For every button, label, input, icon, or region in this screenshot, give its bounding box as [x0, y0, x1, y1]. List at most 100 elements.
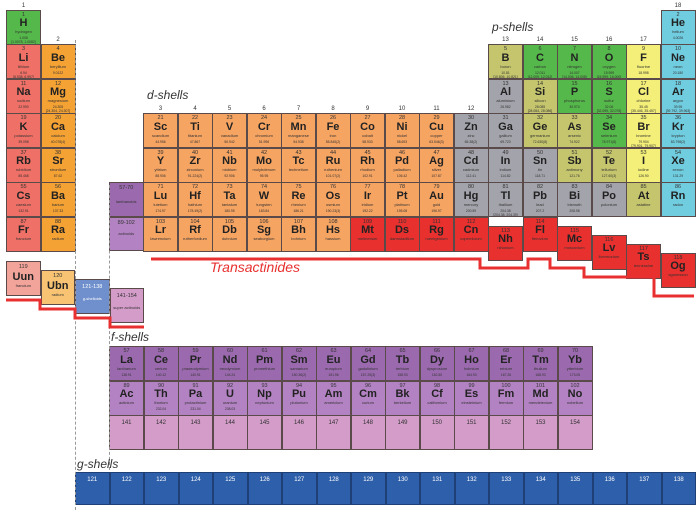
- element-cell[interactable]: 25 Mn manganese 54.938: [281, 113, 316, 148]
- g-shell-cell[interactable]: 135: [558, 472, 593, 505]
- element-cell[interactable]: 31 Ga gallium 69.723: [488, 113, 523, 148]
- element-cell[interactable]: 66 Dy dysprosium 162.50: [419, 346, 455, 381]
- element-cell[interactable]: 49 In indium 114.82: [488, 147, 523, 183]
- super-actinide-cell[interactable]: 148: [350, 415, 386, 450]
- element-cell[interactable]: 67 Ho holmium 164.93: [454, 346, 489, 381]
- g-shell-cell[interactable]: 136: [592, 472, 627, 505]
- element-cell[interactable]: 102 No nobelium: [557, 380, 593, 416]
- element-cell[interactable]: 94 Pu plutonium: [281, 380, 317, 416]
- element-cell[interactable]: 60 Nd neodymium 144.24: [212, 346, 248, 381]
- element-cell[interactable]: 79 Au gold 196.97: [419, 182, 454, 217]
- element-cell[interactable]: 33 As arsenic 74.922: [557, 113, 592, 148]
- g-shell-cell[interactable]: 122: [109, 472, 144, 505]
- element-cell[interactable]: 104 Rf rutherfordium: [177, 216, 213, 252]
- element-cell[interactable]: 109 Mt meitnerium: [350, 216, 385, 252]
- element-cell[interactable]: 75 Re rhenium 186.21: [281, 182, 316, 217]
- element-cell[interactable]: 56 Ba barium 137.33: [40, 182, 76, 217]
- super-actinide-cell[interactable]: 154: [557, 415, 593, 450]
- element-cell[interactable]: 22 Ti titanium 47.867: [177, 113, 213, 148]
- super-actinide-cell[interactable]: 144: [212, 415, 248, 450]
- element-cell[interactable]: 52 Te tellurium 127.60(3): [591, 147, 627, 183]
- g-shell-cell[interactable]: 137: [627, 472, 662, 505]
- super-actinide-cell[interactable]: 150: [419, 415, 455, 450]
- g-shell-cell[interactable]: 128: [316, 472, 351, 505]
- lanthanoids-placeholder[interactable]: 57-70 lanthanoids: [109, 182, 144, 217]
- element-cell[interactable]: 90 Th thorium 232.04: [143, 380, 179, 416]
- element-cell[interactable]: 41 Nb niobium 92.906: [212, 147, 247, 183]
- g-shell-cell[interactable]: 124: [178, 472, 213, 505]
- actinoids-placeholder[interactable]: 89-102 actinoids: [109, 216, 144, 251]
- element-cell[interactable]: 2 He helium 4.0026: [660, 9, 696, 45]
- element-cell[interactable]: 18 Ar argon 39.95 [39.792, 39.963]: [660, 78, 696, 114]
- element-cell[interactable]: 91 Pa protactinium 231.04: [178, 380, 213, 416]
- element-cell[interactable]: 105 Db dubnium: [212, 216, 247, 252]
- element-cell[interactable]: 83 Bi bismuth 208.98: [557, 182, 592, 217]
- element-cell[interactable]: 57 La lanthanum 138.91: [109, 346, 144, 381]
- element-cell[interactable]: 34 Se selenium 78.971(8): [591, 113, 627, 148]
- element-cell[interactable]: 111 Rg roentgenium: [419, 216, 454, 252]
- element-cell[interactable]: 58 Ce cerium 140.12: [143, 346, 179, 381]
- element-cell[interactable]: 37 Rb rubidium 85.468: [6, 147, 41, 183]
- element-cell[interactable]: 72 Hf hafnium 178.49(2): [177, 182, 213, 217]
- element-cell[interactable]: 97 Bk berkelium: [385, 380, 420, 416]
- element-cell[interactable]: 45 Rh rhodium 102.91: [350, 147, 385, 183]
- element-cell[interactable]: 50 Sn tin 118.71: [522, 147, 558, 183]
- element-cell[interactable]: 69 Tm thulium 168.93: [523, 346, 558, 381]
- g-shell-cell[interactable]: 126: [247, 472, 282, 505]
- element-cell[interactable]: 108 Hs hassium: [315, 216, 351, 252]
- element-cell[interactable]: 13 Al aluminium 26.982: [488, 78, 523, 114]
- element-cell[interactable]: 117 Ts tennessine: [626, 243, 661, 279]
- element-cell[interactable]: 84 Po polonium: [591, 182, 627, 217]
- element-cell[interactable]: 12 Mg magnesium 24.305 [24.304, 24.307]: [40, 78, 76, 114]
- element-cell[interactable]: 87 Fr francium: [6, 216, 41, 252]
- element-cell[interactable]: 4 Be beryllium 9.0122: [40, 44, 76, 79]
- g-shell-cell[interactable]: 134: [523, 472, 558, 505]
- element-cell[interactable]: 82 Pb lead 207.2: [522, 182, 558, 217]
- element-cell[interactable]: 99 Es einsteinium: [454, 380, 489, 416]
- element-cell[interactable]: 114 Fl flerovium: [522, 216, 558, 252]
- element-cell[interactable]: 47 Ag silver 107.87: [419, 147, 454, 183]
- element-119-cell[interactable]: 119 Uun francium: [6, 261, 41, 296]
- g-shell-cell[interactable]: 132: [454, 472, 489, 505]
- element-cell[interactable]: 51 Sb antimony 121.76: [557, 147, 592, 183]
- super-actinide-cell[interactable]: 141: [109, 415, 144, 450]
- element-cell[interactable]: 85 At astatine: [626, 182, 661, 217]
- element-cell[interactable]: 107 Bh bohrium: [281, 216, 316, 252]
- super-actinide-cell[interactable]: 143: [178, 415, 213, 450]
- element-cell[interactable]: 48 Cd cadmium 112.41: [453, 147, 489, 183]
- element-cell[interactable]: 65 Tb terbium 158.93: [385, 346, 420, 381]
- g-shell-cell[interactable]: 130: [385, 472, 420, 505]
- element-cell[interactable]: 103 Lr lawrencium: [143, 216, 178, 252]
- element-cell[interactable]: 71 Lu lutetium 174.97: [143, 182, 178, 217]
- element-cell[interactable]: 17 Cl chlorine 35.45 [35.446, 35.457]: [626, 78, 661, 114]
- element-cell[interactable]: 40 Zr zirconium 91.224(2): [177, 147, 213, 183]
- element-cell[interactable]: 70 Yb ytterbium 173.05: [557, 346, 593, 381]
- g-shell-cell[interactable]: 129: [351, 472, 386, 505]
- g-shell-cell[interactable]: 133: [489, 472, 524, 505]
- element-cell[interactable]: 43 Tc technetium: [281, 147, 316, 183]
- super-actinide-cell[interactable]: 151: [454, 415, 489, 450]
- element-cell[interactable]: 115 Mc moscovium: [557, 225, 592, 261]
- element-cell[interactable]: 30 Zn zinc 65.38(2): [453, 113, 489, 148]
- element-cell[interactable]: 110 Ds darmstadtium: [384, 216, 420, 252]
- element-cell[interactable]: 61 Pm promethium: [247, 346, 282, 381]
- super-actinide-cell[interactable]: 147: [316, 415, 351, 450]
- element-cell[interactable]: 28 Ni nickel 58.693: [384, 113, 420, 148]
- element-cell[interactable]: 96 Cm curium: [350, 380, 386, 416]
- element-cell[interactable]: 36 Kr krypton 83.798(2): [660, 113, 696, 148]
- super-actinide-cell[interactable]: 145: [247, 415, 282, 450]
- element-cell[interactable]: 88 Ra radium: [40, 216, 76, 252]
- super-actinoids-placeholder[interactable]: 141-154 super actinoids: [109, 288, 144, 323]
- g-shell-cell[interactable]: 125: [213, 472, 248, 505]
- element-cell[interactable]: 81 Tl thallium 204.38 [204.38, 204.39]: [488, 182, 523, 217]
- g-shell-cell[interactable]: 123: [144, 472, 179, 505]
